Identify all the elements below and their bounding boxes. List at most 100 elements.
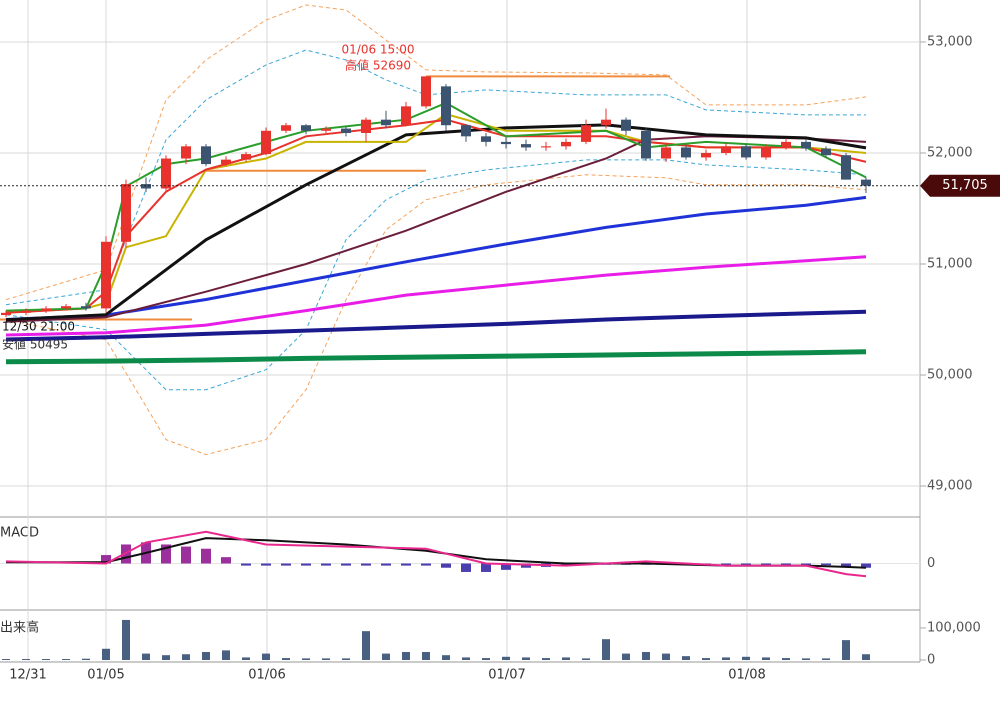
candle-body — [761, 147, 771, 158]
candle-body — [621, 119, 631, 131]
histogram-bar — [841, 563, 851, 567]
volume-bar — [182, 654, 190, 660]
candle-body — [421, 76, 431, 107]
histogram-bar — [721, 563, 731, 565]
line — [5, 101, 867, 312]
volume-bar — [702, 658, 710, 660]
candle-body — [741, 146, 751, 158]
y-tick-label: 51,000 — [927, 256, 973, 271]
volume-bar — [722, 657, 730, 660]
candle-body — [201, 146, 211, 165]
volume-bar — [662, 653, 670, 660]
volume-bar — [442, 655, 450, 660]
candle-body — [661, 147, 671, 159]
candle-body — [241, 154, 251, 160]
candle-body — [841, 155, 851, 180]
histogram-bar — [201, 548, 211, 564]
volume-bar — [682, 656, 690, 660]
histogram-bar — [861, 563, 871, 568]
volume-bar — [602, 639, 610, 660]
volume-bar — [262, 653, 270, 660]
candle-body — [861, 179, 871, 186]
y-tick-label: 100,000 — [927, 620, 981, 635]
volume-bar — [542, 658, 550, 660]
volume-bar — [382, 653, 390, 660]
annotation: 01/06 15:00 — [342, 43, 415, 57]
volume-bar — [742, 656, 750, 660]
histogram-bar — [401, 563, 411, 566]
line — [5, 49, 866, 306]
histogram-bar — [321, 563, 331, 566]
candle-body — [441, 86, 451, 126]
histogram-bar — [461, 563, 471, 572]
line — [5, 159, 867, 391]
candle-body — [81, 306, 91, 309]
annotation: 安値 50495 — [2, 337, 68, 352]
volume-bar — [202, 651, 210, 660]
volume-bar — [242, 657, 250, 660]
y-tick-label: 52,000 — [927, 145, 973, 160]
line — [5, 349, 867, 365]
candle-body — [461, 125, 471, 137]
volume-bar — [342, 658, 350, 660]
candle-body — [361, 119, 371, 133]
histogram-bar — [521, 563, 531, 568]
candle-body — [21, 310, 31, 313]
macd-title: MACD — [0, 526, 39, 541]
candle-body — [321, 128, 331, 131]
volume-bar — [102, 648, 110, 660]
line — [5, 309, 867, 342]
volume-bar — [302, 658, 310, 660]
volume-bar — [802, 658, 810, 660]
candle-body — [801, 141, 811, 149]
volume-bar — [42, 659, 50, 660]
histogram-bar — [441, 563, 451, 568]
candle-body — [301, 125, 311, 131]
histogram-bar — [301, 563, 311, 566]
volume-bar — [122, 619, 130, 660]
line — [5, 4, 867, 301]
histogram-bar — [781, 563, 791, 565]
x-tick-label: 12/31 — [9, 668, 46, 683]
histogram-bar — [341, 563, 351, 566]
volume-bar — [402, 651, 410, 660]
y-tick-label: 50,000 — [927, 368, 973, 383]
volume-title: 出来高 — [0, 620, 39, 636]
histogram-bar — [361, 563, 371, 566]
candle-body — [521, 144, 531, 148]
histogram-bar — [241, 563, 251, 566]
candle-body — [541, 146, 551, 148]
candle-body — [121, 184, 131, 242]
volume-bar — [282, 658, 290, 660]
volume-bar — [842, 640, 850, 660]
candle-body — [381, 119, 391, 126]
volume-bar — [762, 657, 770, 660]
x-tick-label: 01/05 — [87, 668, 124, 683]
candle-body — [281, 125, 291, 131]
candle-body — [581, 125, 591, 142]
candle-body — [401, 106, 411, 126]
volume-bar — [782, 658, 790, 660]
histogram-bar — [101, 555, 111, 564]
histogram-bar — [421, 563, 431, 566]
histogram-bar — [221, 557, 231, 564]
candle-body — [41, 308, 51, 311]
volume-bar — [622, 653, 630, 660]
candle-body — [1, 312, 11, 316]
histogram-bar — [501, 563, 511, 570]
volume-bar — [502, 656, 510, 660]
volume-bar — [362, 631, 370, 660]
volume-bar — [162, 655, 170, 660]
current-price-label: 51,705 — [942, 178, 988, 193]
candle-body — [341, 128, 351, 133]
volume-bar — [822, 658, 830, 660]
histogram-bar — [261, 563, 271, 566]
candle-body — [101, 241, 111, 309]
candle-body — [641, 130, 651, 159]
candle-body — [561, 141, 571, 147]
volume-bar — [322, 658, 330, 660]
volume-bar — [462, 657, 470, 660]
candle-body — [701, 152, 711, 158]
candle-body — [821, 148, 831, 156]
